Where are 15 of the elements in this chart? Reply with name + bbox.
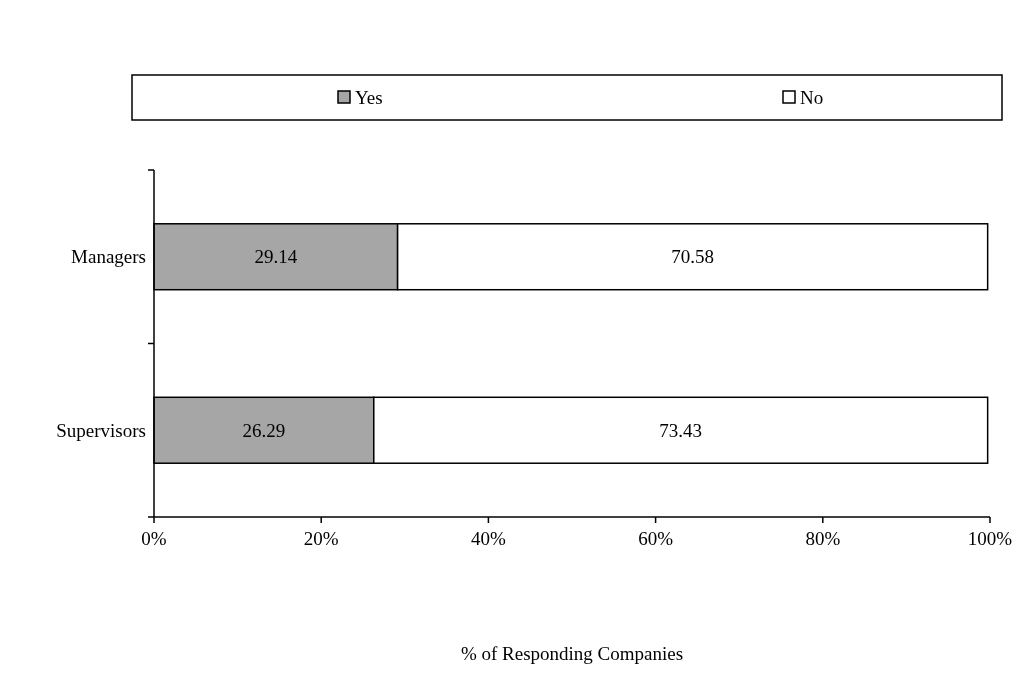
data-label: 73.43 (659, 419, 703, 441)
x-tick-label: 60% (638, 527, 674, 549)
legend-label: No (800, 86, 824, 108)
x-tick-label: 20% (303, 527, 339, 549)
y-tick-label: Supervisors (56, 419, 146, 441)
data-label: 29.14 (254, 246, 298, 268)
x-tick-label: 0% (141, 527, 167, 549)
x-tick-label: 80% (805, 527, 841, 549)
x-tick-label: 100% (967, 527, 1013, 549)
x-axis-title: % of Responding Companies (460, 643, 684, 664)
y-tick-label: Managers (71, 246, 146, 268)
legend-label: Yes (355, 86, 383, 108)
data-label: 70.58 (671, 246, 715, 268)
data-label: 26.29 (242, 419, 286, 441)
x-tick-label: 40% (470, 527, 506, 549)
